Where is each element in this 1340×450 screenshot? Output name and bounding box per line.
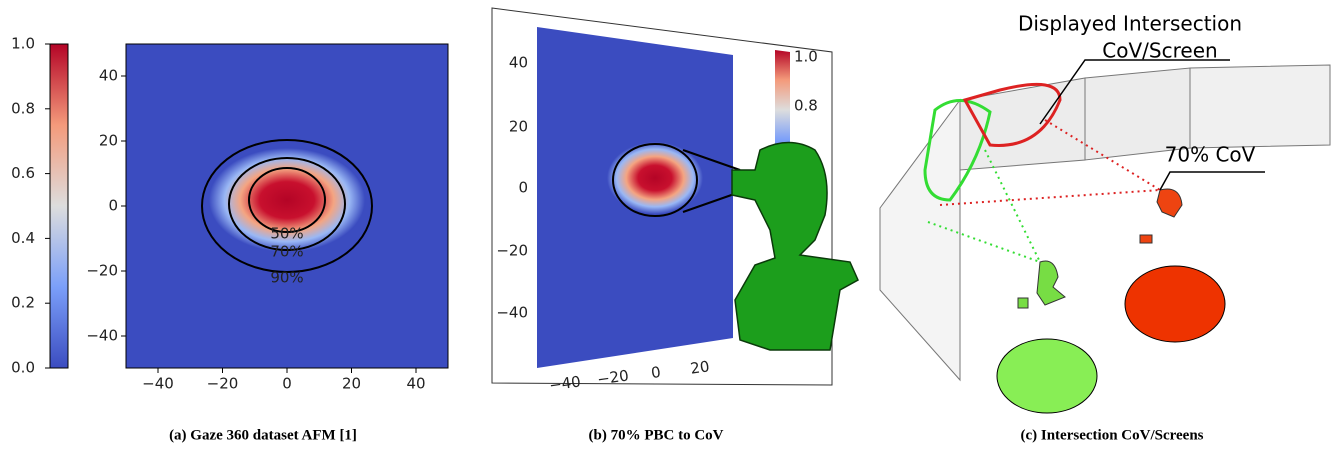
user-red xyxy=(1140,189,1182,243)
y-tick-label: −20 xyxy=(86,262,118,280)
annotation: CoV/Screen xyxy=(1102,39,1217,63)
colorbar-tick-label: 1.0 xyxy=(11,35,35,53)
colorbar-tick-label: 0.2 xyxy=(11,294,35,312)
x-tick-label: 40 xyxy=(406,375,425,393)
y-tick-label: −40 xyxy=(496,304,528,322)
user-zone xyxy=(997,339,1097,413)
x-tick-label: 20 xyxy=(342,375,361,393)
y-tick-label: 0 xyxy=(108,197,118,215)
caption: (c) Intersection CoV/Screens xyxy=(1020,427,1203,443)
annotation: 70% CoV xyxy=(1165,143,1256,167)
y-tick-label: 0 xyxy=(518,179,528,197)
x-tick-label: −40 xyxy=(142,375,174,393)
annotation: Displayed Intersection xyxy=(1018,12,1242,36)
screen xyxy=(1190,65,1330,148)
x-tick-label: 20 xyxy=(689,357,710,377)
figure: 0.0 0.2 0.4 0.6 0.8 1.0 −40 −20 0 20 40 −40 −20 0 20 40… xyxy=(0,0,1340,450)
colorbar-tick-label: 0.6 xyxy=(11,164,35,182)
colorbar-tick-label: 0.8 xyxy=(11,99,35,117)
contour-label: 50% xyxy=(270,225,303,243)
user-green xyxy=(1018,261,1065,308)
y-tick-label: 20 xyxy=(99,132,118,150)
panel-a: 0.0 0.2 0.4 0.6 0.8 1.0 −40 −20 0 20 40 −40 −20 0 20 40… xyxy=(11,35,448,444)
y-tick-label: 20 xyxy=(509,118,528,136)
x-tick-label: −20 xyxy=(596,366,630,388)
colorbar xyxy=(50,44,68,368)
colorbar-tick-label: 0.0 xyxy=(11,359,35,377)
caption: (a) Gaze 360 dataset AFM [1] xyxy=(169,427,357,443)
x-tick-label: −40 xyxy=(548,372,582,394)
colorbar-tick-label: 0.4 xyxy=(11,229,35,247)
caption: (b) 70% PBC to CoV xyxy=(589,427,724,443)
y-tick-label: −40 xyxy=(86,327,118,345)
x-tick-label: −20 xyxy=(207,375,239,393)
y-tick-label: 40 xyxy=(509,54,528,72)
colorbar-tick-label: 1.0 xyxy=(794,48,818,66)
screen xyxy=(880,100,960,380)
contour-label: 70% xyxy=(270,243,303,261)
panel-c: Displayed Intersection CoV/Screen 70% CoV (… xyxy=(880,12,1330,444)
x-tick-label: 0 xyxy=(282,375,292,393)
y-tick-label: 40 xyxy=(99,67,118,85)
y-tick-label: −20 xyxy=(496,242,528,260)
contour-label: 90% xyxy=(270,269,303,287)
user-zone xyxy=(1125,266,1225,342)
colorbar-tick-label: 0.8 xyxy=(794,97,818,115)
